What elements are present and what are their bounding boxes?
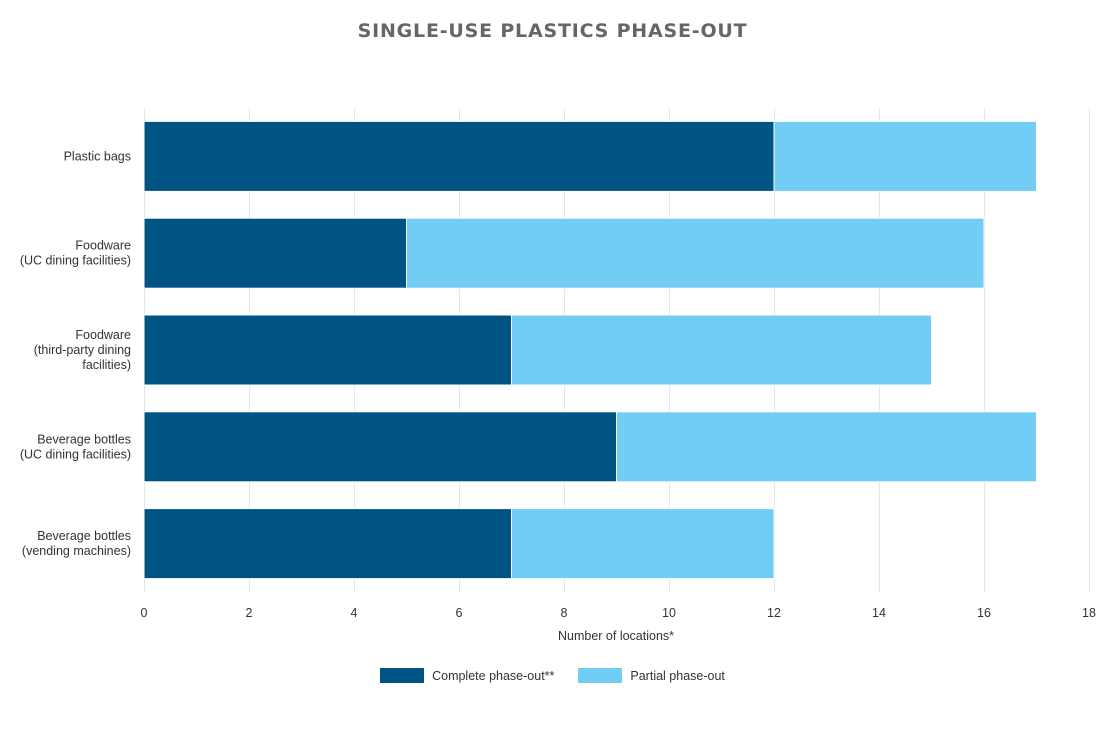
bar-partial-3[interactable]: [616, 411, 1037, 483]
category-label-line: facilities): [82, 358, 131, 372]
x-tick-label: 4: [351, 606, 358, 620]
category-label-line: Beverage bottles: [37, 529, 131, 543]
x-tick-label: 12: [767, 606, 781, 620]
x-tick-label: 18: [1082, 606, 1096, 620]
category-label-line: Beverage bottles: [37, 432, 131, 446]
x-tick-label: 10: [662, 606, 676, 620]
x-tick-label: 14: [872, 606, 886, 620]
bar-complete-1[interactable]: [143, 217, 407, 289]
legend: Complete phase-out** Partial phase-out: [0, 668, 1105, 683]
category-label-line: Foodware: [75, 239, 131, 253]
bar-complete-3[interactable]: [143, 411, 617, 483]
x-tick-label: 2: [246, 606, 253, 620]
x-tick-label: 6: [456, 606, 463, 620]
category-label-line: Foodware: [75, 328, 131, 342]
bar-partial-4[interactable]: [511, 508, 775, 580]
category-label-line: (UC dining facilities): [20, 254, 131, 268]
category-label: Plastic bags: [64, 149, 131, 163]
bar-partial-2[interactable]: [511, 314, 932, 386]
x-axis-title: Number of locations*: [558, 629, 674, 643]
category-label-line: (vending machines): [22, 544, 131, 558]
category-label: Foodware (UC dining facilities): [20, 239, 131, 268]
category-label-line: (third-party dining: [34, 343, 131, 357]
x-axis-ticks: 0 2 4 6 8 10 12 14 16 18: [141, 606, 1096, 620]
legend-swatch-complete: [380, 668, 425, 683]
bar-complete-0[interactable]: [143, 120, 775, 192]
bar-partial-1[interactable]: [406, 217, 985, 289]
legend-label-complete: Complete phase-out**: [432, 668, 555, 683]
category-label: Beverage bottles (vending machines): [22, 529, 131, 558]
legend-item-complete[interactable]: Complete phase-out**: [380, 668, 554, 683]
legend-label-partial: Partial phase-out: [630, 668, 725, 683]
bar-partial-0[interactable]: [773, 120, 1037, 192]
x-tick-label: 16: [977, 606, 991, 620]
category-label-line: Plastic bags: [64, 149, 131, 163]
x-tick-label: 0: [141, 606, 148, 620]
bars: [143, 120, 1037, 580]
category-label: Beverage bottles (UC dining facilities): [20, 432, 131, 461]
category-label-line: (UC dining facilities): [20, 447, 131, 461]
legend-swatch-partial: [578, 668, 623, 683]
bar-complete-2[interactable]: [143, 314, 512, 386]
category-label: Foodware (third-party dining facilities): [34, 328, 131, 372]
chart-title: SINGLE-USE PLASTICS PHASE-OUT: [357, 20, 748, 42]
legend-item-partial[interactable]: Partial phase-out: [578, 668, 725, 683]
bar-complete-4[interactable]: [143, 508, 512, 580]
x-tick-label: 8: [561, 606, 568, 620]
